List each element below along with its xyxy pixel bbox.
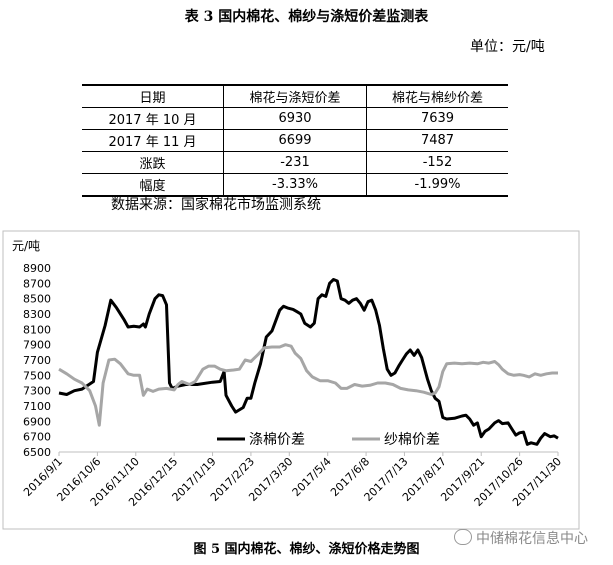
series-line-2: [58, 343, 558, 427]
y-axis-label: 元/吨: [12, 239, 40, 253]
table-cell: 6699: [223, 129, 367, 152]
y-tick-label: 7300: [23, 385, 51, 398]
header-cotton-yarn: 棉花与棉纱价差: [366, 85, 508, 108]
table-row: 幅度 -3.33% -1.99%: [82, 173, 508, 197]
chart-frame: [2, 230, 580, 530]
table-row: 2017 年 11 月 6699 7487: [82, 129, 508, 152]
header-date: 日期: [82, 85, 224, 108]
price-spread-table: 日期 棉花与涤短价差 棉花与棉纱价差 2017 年 10 月 6930 7639…: [82, 84, 508, 197]
y-tick-label: 7500: [23, 369, 51, 382]
y-tick-label: 7100: [23, 400, 51, 413]
y-tick-label: 8900: [23, 262, 51, 275]
chart-svg: 元/吨 6500 6700 6900 7100 7300 7500 7700 7900 8100 8…: [2, 230, 580, 530]
header-cotton-polyester: 棉花与涤短价差: [223, 85, 367, 108]
y-tick-label: 8700: [23, 277, 51, 290]
table-cell: 涨跌: [82, 151, 224, 174]
unit-label: 单位：元/吨: [470, 39, 545, 55]
y-tick-label: 6700: [23, 431, 51, 444]
figure-caption: 图 5 国内棉花、棉纱、涤短价格走势图: [193, 542, 420, 557]
table-cell: -1.99%: [366, 173, 508, 197]
wechat-icon: [454, 529, 472, 545]
table-cell: 6930: [223, 107, 367, 130]
y-tick-label: 7700: [23, 354, 51, 367]
price-chart: 元/吨 6500 6700 6900 7100 7300 7500 7700 7900 8100 8…: [2, 230, 611, 534]
y-tick-label: 8300: [23, 308, 51, 321]
y-tick-label: 8100: [23, 323, 51, 336]
watermark-text: 中储棉花信息中心: [476, 531, 588, 547]
table-title: 表 3 国内棉花、棉纱与涤短价差监测表: [184, 9, 429, 25]
table-cell: 2017 年 10 月: [82, 107, 224, 130]
table-cell: -152: [366, 151, 508, 174]
table-cell: -231: [223, 151, 367, 174]
table-cell: 2017 年 11 月: [82, 129, 224, 152]
table-row: 2017 年 10 月 6930 7639: [82, 107, 508, 130]
y-tick-label: 8500: [23, 293, 51, 306]
table-cell: 幅度: [82, 173, 224, 197]
series-line-1: [58, 278, 559, 446]
source-note: 数据来源：国家棉花市场监测系统: [111, 197, 321, 213]
table-header-row: 日期 棉花与涤短价差 棉花与棉纱价差: [82, 85, 508, 108]
y-tick-label: 6500: [23, 446, 51, 459]
table-cell: -3.33%: [223, 173, 367, 197]
legend-label: 涤棉价差: [249, 431, 305, 448]
x-tick-label: 2017/5/4: [290, 455, 334, 499]
watermark: 中储棉花信息中心: [454, 528, 588, 548]
y-tick-label: 7900: [23, 339, 51, 352]
y-tick-label: 6900: [23, 415, 51, 428]
legend-label: 纱棉价差: [384, 431, 440, 448]
table-row: 涨跌 -231 -152: [82, 151, 508, 174]
table-cell: 7639: [366, 107, 508, 130]
table-cell: 7487: [366, 129, 508, 152]
